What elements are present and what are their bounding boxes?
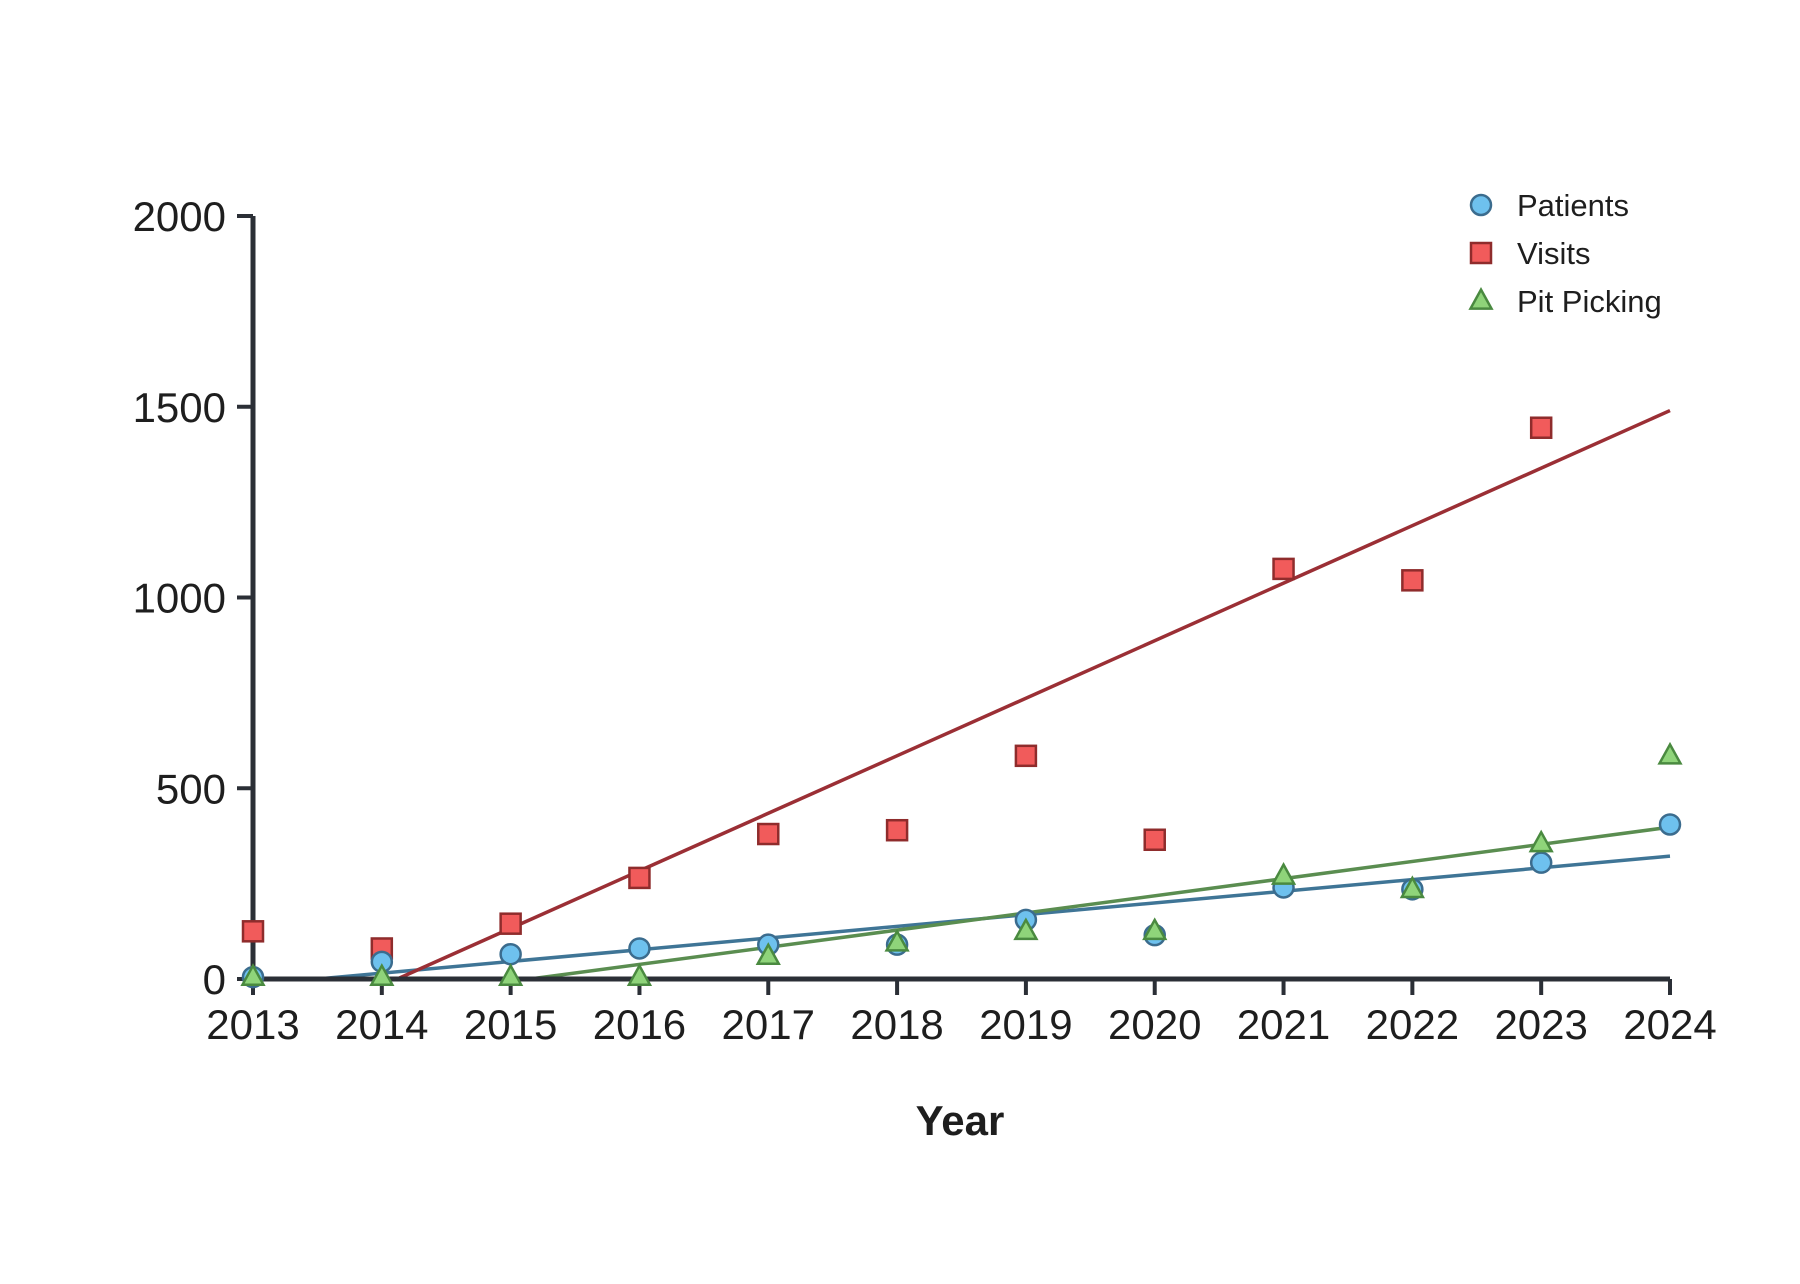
patients-legend-marker: [1469, 193, 1493, 217]
pit-picking-point: [1013, 917, 1039, 941]
pit-picking-point: [369, 963, 395, 986]
x-tick-label: 2018: [850, 1001, 943, 1048]
x-tick-label: 2021: [1237, 1001, 1330, 1048]
pit-picking-point: [498, 963, 524, 986]
visits-point: [1529, 416, 1553, 439]
x-tick-label: 2023: [1494, 1001, 1587, 1048]
y-tick-label: 2000: [133, 193, 226, 240]
pit-picking-point: [1399, 875, 1425, 899]
pit-picking-point: [1270, 862, 1297, 885]
axes: 0 500 1000 1500 2000 2013 2014 2015 2016 2017 2018…: [133, 193, 1717, 1048]
visits-point: [241, 920, 265, 943]
visits-point: [628, 866, 651, 890]
pit-picking-legend-label: Pit Picking: [1517, 284, 1662, 319]
patients-legend-label: Patients: [1517, 188, 1629, 223]
visits-point: [885, 818, 909, 842]
y-tick-label: 0: [203, 956, 226, 1003]
data-points: [240, 416, 1683, 989]
x-tick-label: 2024: [1623, 1001, 1716, 1048]
visits-point: [1401, 569, 1424, 592]
pit-picking-point: [240, 963, 266, 986]
visits-point: [1272, 557, 1295, 581]
x-tick-label: 2019: [979, 1001, 1072, 1048]
visits-trend-line: [396, 408, 1671, 981]
pit-picking-point: [1657, 741, 1683, 765]
pit-picking-point: [884, 928, 910, 952]
patients-point: [499, 942, 522, 966]
visits-point: [1014, 744, 1038, 768]
pit-picking-point: [755, 942, 781, 965]
visits-point: [499, 912, 522, 935]
x-tick-label: 2014: [335, 1001, 428, 1048]
patients-point: [1529, 851, 1553, 874]
x-tick-label: 2016: [593, 1001, 686, 1048]
pit-picking-legend-marker: [1468, 287, 1494, 310]
y-tick-label: 1500: [133, 384, 226, 431]
x-tick-label: 2020: [1108, 1001, 1201, 1048]
x-tick-label: 2022: [1366, 1001, 1459, 1048]
legend: Patients Visits Pit Picking: [1468, 188, 1662, 319]
pit-picking-point: [1528, 829, 1554, 853]
x-tick-label: 2015: [464, 1001, 557, 1048]
trend-lines: [317, 408, 1671, 981]
visits-point: [1143, 828, 1166, 852]
patients-point: [628, 937, 651, 960]
y-tick-label: 500: [156, 765, 226, 812]
pit-picking-point: [626, 963, 653, 986]
visits-point: [757, 822, 780, 846]
x-axis-title: Year: [916, 1097, 1005, 1144]
visits-legend-marker: [1469, 241, 1493, 265]
x-tick-label: 2017: [722, 1001, 815, 1048]
pit-picking-point: [1142, 917, 1168, 941]
pit-picking-trend-line: [529, 825, 1671, 981]
x-tick-label: 2013: [206, 1001, 299, 1048]
patients-point: [1658, 813, 1682, 836]
y-tick-label: 1000: [133, 575, 226, 622]
visits-legend-label: Visits: [1517, 236, 1591, 271]
